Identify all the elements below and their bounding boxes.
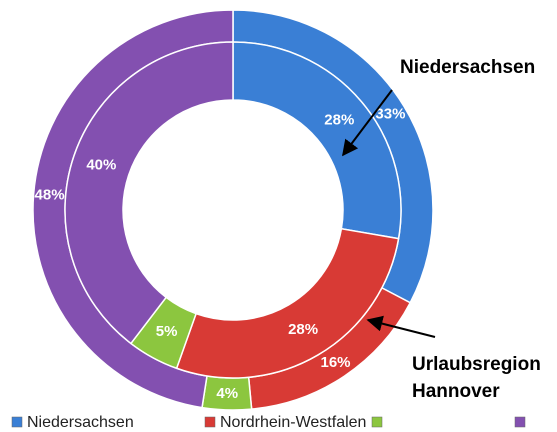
value-labels: 33% 16% 4% 48% 28% 28% 5% 40% [35, 106, 406, 402]
value-label: 40% [86, 156, 116, 173]
legend: Niedersachsen Nordrhein-Westfalen [11, 414, 526, 431]
annotation: Urlaubsregion [412, 354, 541, 375]
donut-segment [175, 227, 400, 379]
value-label: 48% [35, 187, 65, 204]
legend-swatch [204, 416, 216, 428]
legend-swatch [11, 416, 23, 428]
arrow [366, 315, 436, 338]
value-label: 28% [324, 111, 354, 128]
legend-label: Niedersachsen [27, 414, 134, 431]
legend-swatch [371, 416, 383, 428]
donut-segment [64, 41, 234, 345]
value-label: 33% [375, 106, 405, 123]
value-label: 5% [156, 323, 178, 340]
legend-swatch [514, 416, 526, 428]
arrow [342, 89, 393, 157]
value-label: 4% [216, 385, 238, 402]
donut-segment [232, 41, 402, 240]
annotation: Hannover [412, 381, 500, 402]
value-label: 28% [288, 321, 318, 338]
annotation: Niedersachsen [400, 57, 535, 78]
rings [32, 9, 434, 411]
legend-label: Nordrhein-Westfalen [220, 414, 366, 431]
value-label: 16% [321, 354, 351, 371]
